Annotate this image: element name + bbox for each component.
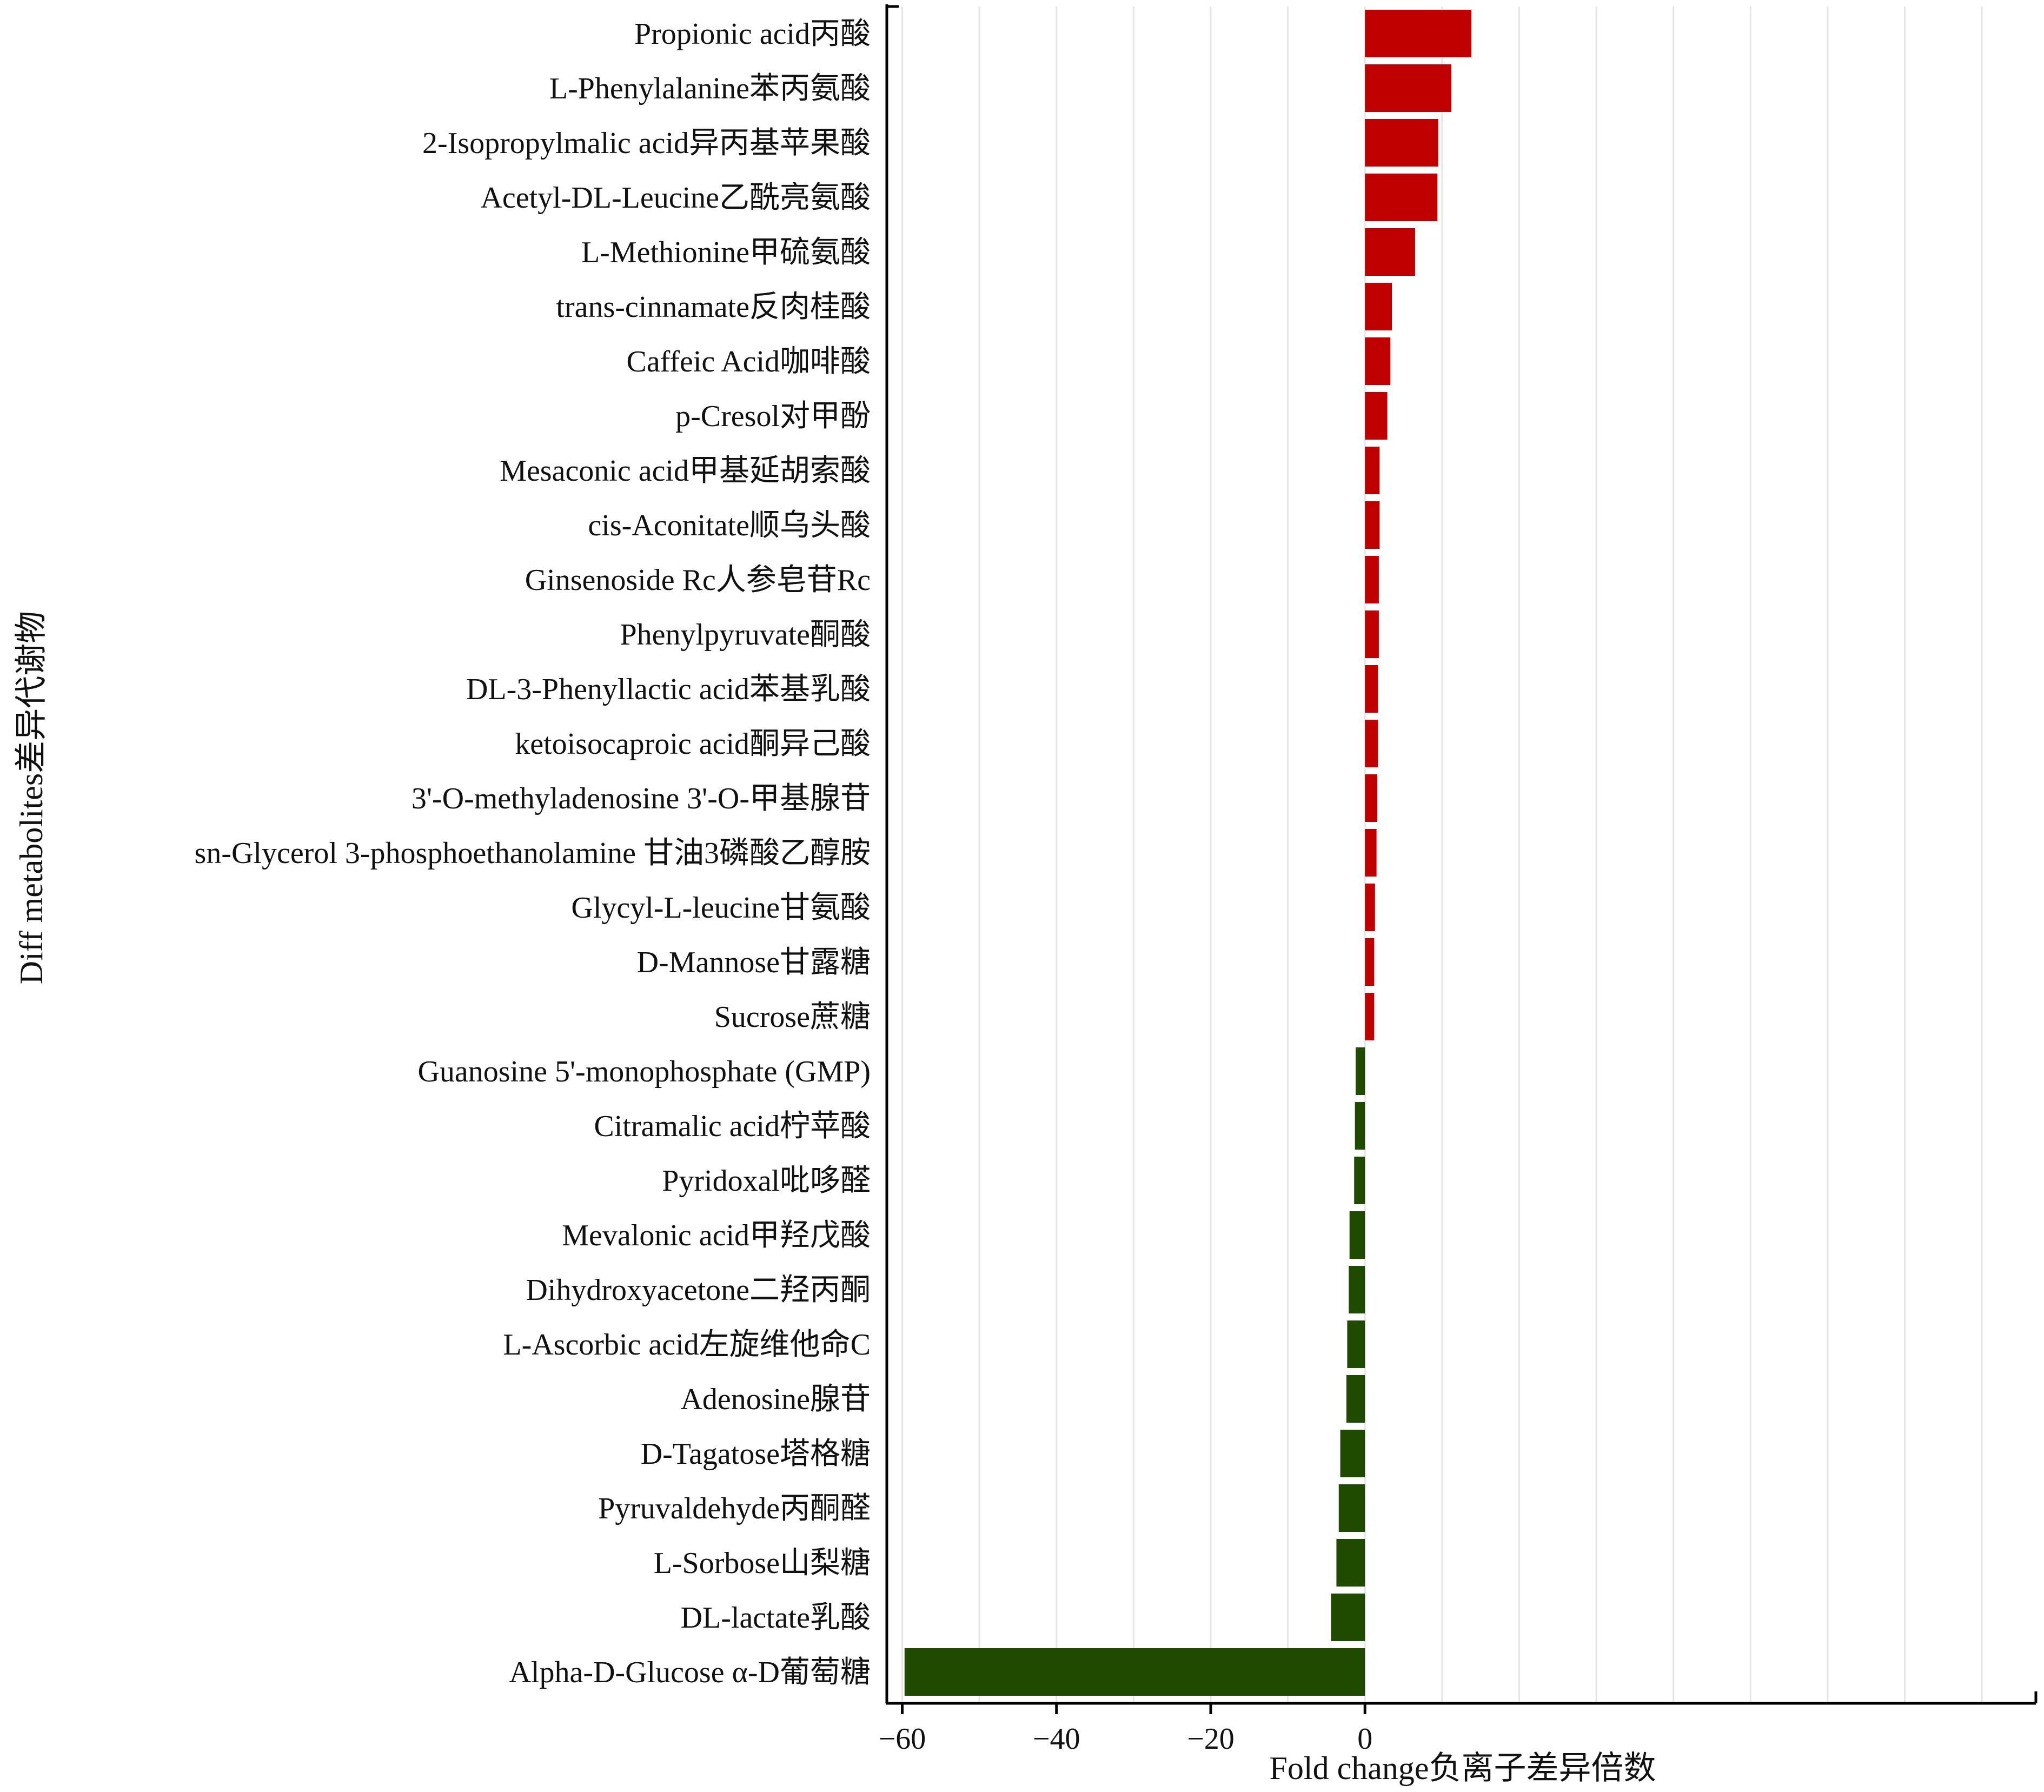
- category-label: Pyruvaldehyde丙酮醛: [598, 1492, 871, 1525]
- category-label: DL-3-Phenyllactic acid苯基乳酸: [466, 673, 871, 706]
- axes: −60 −40 −20 0: [879, 4, 2038, 1756]
- category-label: Citramalic acid柠苹酸: [594, 1110, 871, 1143]
- bar: [1365, 447, 1380, 494]
- bar: [1365, 501, 1380, 549]
- bar: [1365, 829, 1377, 877]
- bar: [1331, 1594, 1365, 1641]
- category-label: Phenylpyruvate酮酸: [620, 618, 871, 652]
- y-axis-title: Diff metabolites差异代谢物: [14, 611, 49, 984]
- category-label: 2-Isopropylmalic acid异丙基苹果酸: [422, 127, 871, 160]
- bars: [904, 10, 1472, 1696]
- category-label: Alpha-D-Glucose α-D葡萄糖: [509, 1656, 871, 1689]
- bar: [1365, 884, 1375, 931]
- bar: [1365, 337, 1391, 385]
- category-label: Glycyl-L-leucine甘氨酸: [571, 891, 871, 925]
- category-label: Acetyl-DL-Leucine乙酰亮氨酸: [480, 181, 871, 215]
- category-label: Mevalonic acid甲羟戊酸: [562, 1219, 871, 1252]
- bar: [1365, 392, 1388, 440]
- bar: [1349, 1211, 1365, 1259]
- bar: [1365, 174, 1438, 221]
- x-tick-label: −20: [1187, 1722, 1235, 1756]
- bar: [1365, 938, 1375, 986]
- bar: [1336, 1539, 1365, 1587]
- bar: [1346, 1375, 1365, 1423]
- category-label: L-Methionine甲硫氨酸: [581, 236, 871, 269]
- bar: [1365, 119, 1438, 167]
- x-tick-label: −40: [1033, 1722, 1080, 1756]
- x-tick-label: −60: [879, 1722, 926, 1756]
- category-label: DL-lactate乳酸: [681, 1601, 871, 1635]
- category-label: Pyridoxal吡哆醛: [662, 1164, 871, 1198]
- category-labels: Propionic acid丙酸 L-Phenylalanine苯丙氨酸 2-Iso…: [195, 17, 871, 1689]
- category-label: trans-cinnamate反肉桂酸: [556, 290, 871, 324]
- category-label: L-Sorbose山梨糖: [654, 1547, 871, 1580]
- category-label: Propionic acid丙酸: [634, 17, 871, 51]
- gridlines: [901, 6, 1983, 1703]
- category-label: Adenosine腺苷: [680, 1383, 871, 1416]
- bar: [904, 1648, 1365, 1696]
- x-axis-title: Fold change负离子差异倍数: [1270, 1750, 1656, 1786]
- category-label: 3'-O-methyladenosine 3'-O-甲基腺苷: [412, 782, 871, 815]
- bar: [1349, 1266, 1365, 1313]
- bar: [1355, 1102, 1365, 1150]
- bar: [1365, 720, 1378, 767]
- category-label: ketoisocaproic acid酮异己酸: [515, 727, 871, 761]
- bar: [1354, 1157, 1365, 1204]
- category-label: Mesaconic acid甲基延胡索酸: [500, 454, 871, 488]
- category-label: Ginsenoside Rc人参皂苷Rc: [525, 563, 871, 597]
- bar: [1365, 556, 1379, 603]
- bar: [1365, 993, 1375, 1040]
- category-label: L-Ascorbic acid左旋维他命C: [503, 1328, 871, 1362]
- category-label: cis-Aconitate顺乌头酸: [588, 509, 871, 542]
- category-label: sn-Glycerol 3-phosphoethanolamine 甘油3磷酸乙…: [195, 837, 871, 870]
- bar: [1365, 610, 1379, 658]
- bar: [1365, 228, 1415, 276]
- category-label: Guanosine 5'-monophosphate (GMP): [417, 1055, 871, 1089]
- category-label: Sucrose蔗糖: [714, 1000, 871, 1034]
- bar: [1365, 283, 1392, 330]
- category-label: D-Tagatose塔格糖: [641, 1437, 871, 1471]
- bar: [1356, 1047, 1365, 1095]
- category-label: L-Phenylalanine苯丙氨酸: [549, 72, 871, 105]
- category-label: Caffeic Acid咖啡酸: [626, 345, 871, 379]
- category-label: Dihydroxyacetone二羟丙酮: [526, 1273, 871, 1307]
- bar: [1365, 774, 1378, 822]
- x-tick-label: 0: [1357, 1722, 1372, 1756]
- bar: [1340, 1430, 1365, 1477]
- bar: [1347, 1320, 1365, 1368]
- bar: [1365, 10, 1472, 57]
- bar: [1338, 1484, 1365, 1532]
- bar: [1365, 665, 1378, 713]
- category-label: p-Cresol对甲酚: [675, 400, 871, 433]
- category-label: D-Mannose甘露糖: [637, 946, 871, 979]
- bar: [1365, 64, 1451, 112]
